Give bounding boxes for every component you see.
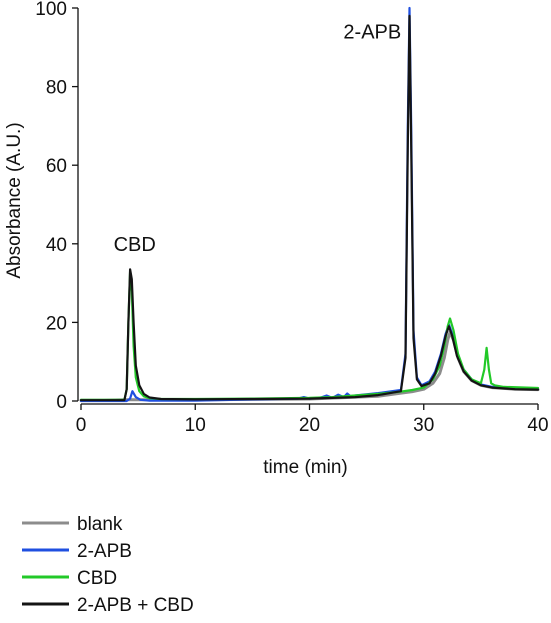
legend-label-2apb: 2-APB — [77, 541, 132, 562]
x-tick-label: 30 — [413, 415, 434, 436]
y-ticks-group: 0 20 40 60 80 100 — [35, 0, 78, 413]
x-tick-label: 0 — [76, 415, 87, 436]
x-tick-label: 20 — [299, 415, 320, 436]
y-tick-label: 20 — [46, 313, 67, 334]
x-axis-title: time (min) — [263, 457, 347, 478]
y-tick-label: 60 — [46, 156, 67, 177]
y-tick-label: 0 — [56, 392, 67, 413]
legend-label-2apb-cbd: 2-APB + CBD — [77, 595, 194, 616]
legend-label-blank: blank — [77, 514, 123, 535]
legend: blank 2-APB CBD 2-APB + CBD — [22, 514, 194, 616]
annotation-2apb-peak: 2-APB — [343, 22, 401, 44]
y-tick-label: 100 — [35, 0, 67, 20]
x-tick-label: 10 — [185, 415, 206, 436]
series-line-cbd — [79, 270, 540, 401]
legend-label-cbd: CBD — [77, 568, 117, 589]
x-ticks-group: 0 10 20 30 40 — [76, 404, 549, 436]
series-line-2apb-cbd — [79, 14, 540, 402]
series-line-2apb — [79, 6, 540, 403]
y-tick-label: 40 — [46, 235, 67, 256]
series-line-blank — [79, 330, 540, 402]
axes-group — [77, 8, 538, 405]
y-tick-label: 80 — [46, 78, 67, 99]
x-tick-label: 40 — [527, 415, 548, 436]
plot-series-group — [79, 6, 540, 403]
annotation-cbd-peak: CBD — [114, 234, 156, 256]
y-axis-title: Absorbance (A.U.) — [4, 122, 25, 278]
